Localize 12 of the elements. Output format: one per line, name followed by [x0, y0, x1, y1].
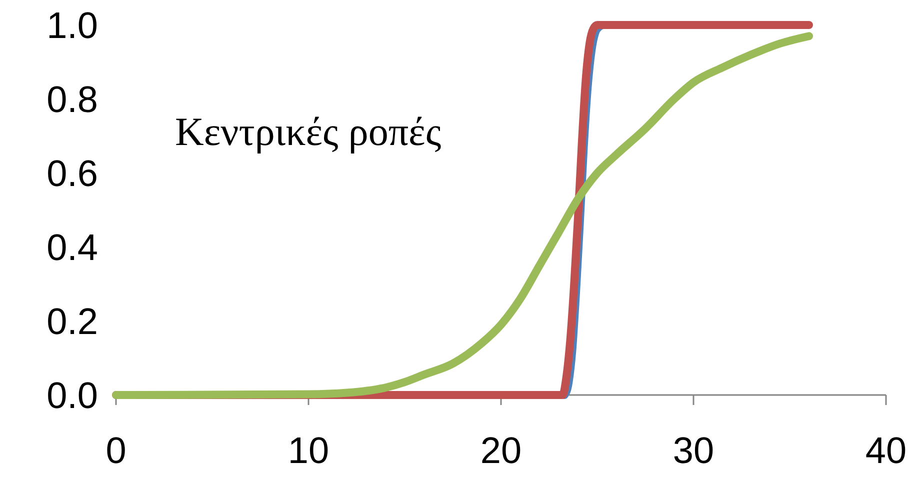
y-tick-label: 0.2 [46, 300, 98, 342]
y-tick-label: 0.8 [46, 78, 98, 120]
x-tick-label: 0 [106, 430, 126, 471]
x-tick-label: 20 [480, 430, 522, 471]
y-tick-label: 0.0 [46, 374, 98, 416]
y-tick-label: 0.4 [46, 226, 98, 268]
x-tick-label: 30 [672, 430, 714, 471]
annotation: Κεντρικές ροπές [175, 109, 442, 154]
x-tick-label: 10 [288, 430, 330, 471]
x-tick-label: 40 [865, 430, 907, 471]
y-tick-label: 0.6 [46, 152, 98, 194]
y-tick-label: 1.0 [46, 4, 98, 46]
